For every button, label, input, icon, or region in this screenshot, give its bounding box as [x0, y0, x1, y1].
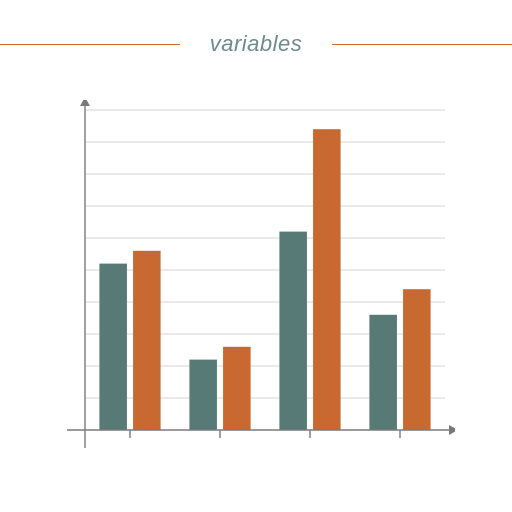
- root: variables: [0, 0, 512, 512]
- bar-A-0: [99, 264, 127, 430]
- chart-svg: [55, 100, 455, 480]
- bar-B-1: [223, 347, 251, 430]
- bar-A-3: [369, 315, 397, 430]
- bar-A-2: [279, 232, 307, 430]
- header: variables: [0, 30, 512, 60]
- header-rule-left: [0, 44, 180, 45]
- header-rule-right: [332, 44, 512, 45]
- page-title: variables: [210, 30, 303, 58]
- bar-B-3: [403, 289, 431, 430]
- bar-A-1: [189, 360, 217, 430]
- bar-B-2: [313, 129, 341, 430]
- variables-chart: [55, 100, 455, 480]
- bar-B-0: [133, 251, 161, 430]
